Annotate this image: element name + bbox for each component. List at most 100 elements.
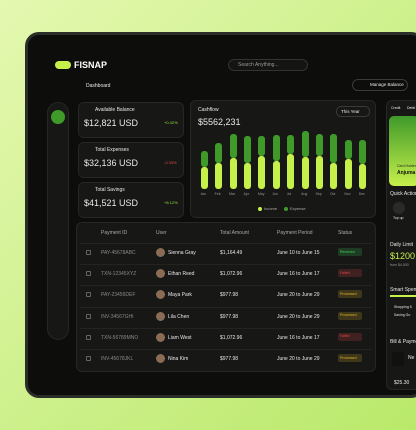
stat-label: Total Expenses	[95, 147, 129, 153]
period-select[interactable]	[336, 106, 370, 117]
row-divider	[80, 327, 372, 329]
stat-value: $12,821 USD	[84, 118, 139, 128]
amount: $977.98	[220, 292, 239, 299]
column-header: Total Amount	[220, 230, 249, 236]
bar	[287, 134, 295, 154]
stat-label: Available Balance	[95, 107, 135, 113]
table-panel	[76, 222, 376, 372]
stat-value: $41,521 USD	[84, 198, 139, 208]
bar	[258, 136, 266, 156]
stat-card	[78, 102, 184, 138]
avatar	[156, 290, 165, 300]
legend-label: Income	[264, 206, 278, 211]
cashflow-amount: $5562,231	[198, 117, 241, 127]
bar	[359, 139, 367, 165]
month-label: Mar	[229, 192, 236, 196]
bills-title: Bill & Paymen	[390, 339, 416, 345]
status-pill	[338, 354, 362, 362]
limit-amount: $1200 a	[390, 251, 416, 261]
status: Failed	[340, 334, 350, 339]
month-label: Jul	[286, 192, 292, 196]
daily-limit: Daily Limit	[390, 242, 414, 248]
limit-sub: from $4,000	[390, 263, 409, 267]
bank-card	[389, 116, 416, 186]
period: June 20 to June 29	[277, 313, 320, 320]
payment-id: INV-45678JKL	[101, 356, 134, 362]
period: June 20 to June 29	[277, 356, 320, 362]
side-tab: Credit	[391, 106, 401, 110]
avatar	[156, 332, 165, 342]
avatar	[156, 311, 165, 321]
legend-dot	[284, 207, 288, 211]
amount: $1,164.49	[220, 250, 243, 256]
smart-spend: Smart Spend	[390, 287, 416, 293]
sidebar	[47, 102, 69, 340]
row-checkbox[interactable]	[86, 292, 91, 298]
stat-change: +8.12%	[164, 200, 178, 205]
topup-icon[interactable]	[393, 202, 405, 214]
row-divider	[80, 264, 372, 266]
row-checkbox[interactable]	[86, 250, 91, 255]
bar	[215, 143, 223, 163]
search-placeholder: Search Anything...	[238, 62, 279, 68]
sidebar-active[interactable]	[51, 110, 65, 124]
status-pill	[338, 311, 362, 320]
status-pill	[338, 269, 362, 278]
amount: $1,072.96	[220, 334, 243, 341]
search-box[interactable]	[228, 59, 308, 71]
bill-amount: $25.30	[394, 380, 410, 386]
bill-name: Ne	[408, 355, 415, 361]
avatar	[156, 354, 165, 363]
period: June 16 to June 17	[277, 271, 320, 278]
user-name: Maya Park	[168, 292, 192, 299]
status-pill	[338, 290, 362, 299]
row-divider	[80, 306, 372, 308]
payment-id: TXN-56789MNO	[101, 334, 139, 341]
status-pill	[338, 332, 362, 341]
card-label: Card Holder	[397, 164, 416, 168]
bar	[200, 167, 208, 189]
period: June 10 to June 15	[277, 250, 320, 256]
bar	[330, 133, 338, 163]
payment-id: INV-34567GHI	[101, 313, 134, 320]
period: June 20 to June 29	[277, 292, 320, 299]
row-checkbox[interactable]	[86, 334, 91, 340]
bar	[287, 153, 295, 189]
bar	[229, 133, 237, 159]
bar	[258, 155, 266, 189]
manage-button-label: Manage Balance	[370, 82, 404, 87]
user-name: Nina Kim	[168, 356, 189, 362]
bar	[344, 159, 352, 189]
bar	[229, 158, 237, 189]
avatar	[156, 248, 165, 257]
user-name: Ethan Reed	[168, 271, 195, 278]
stat-change: +0.42%	[164, 120, 178, 125]
payment-id: PAY-23456DEF	[101, 292, 136, 299]
row-checkbox[interactable]	[86, 313, 91, 319]
spend-item: Saving Go	[394, 313, 411, 317]
card-name: Anjuma	[397, 170, 416, 176]
legend-dot	[258, 207, 262, 211]
column-header: Payment Period	[277, 230, 313, 236]
payment-id: TXN-12345XYZ	[101, 271, 137, 278]
row-checkbox[interactable]	[86, 271, 91, 277]
amount: $977.98	[220, 313, 239, 320]
row-checkbox[interactable]	[86, 356, 91, 361]
user-name: Lila Chen	[168, 313, 190, 320]
month-label: Sep	[315, 192, 322, 196]
stat-card	[78, 142, 184, 178]
bar	[272, 160, 280, 189]
quick-action: Quick Action	[390, 191, 416, 197]
month-label: Feb	[214, 192, 221, 196]
bar	[316, 155, 324, 189]
period-label: This Year	[341, 109, 360, 114]
manage-button[interactable]	[352, 79, 408, 91]
bar	[243, 136, 251, 163]
status: Received	[340, 249, 355, 254]
row-divider	[80, 285, 372, 287]
column-header: Status	[338, 230, 353, 236]
stat-value: $32,136 USD	[84, 158, 139, 168]
month-label: Apr	[243, 192, 249, 196]
cashflow-title: Cashflow	[198, 107, 219, 113]
